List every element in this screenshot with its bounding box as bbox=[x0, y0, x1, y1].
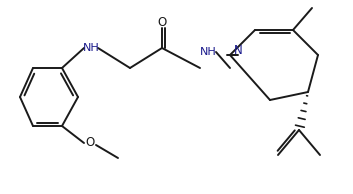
Text: NH: NH bbox=[83, 43, 100, 53]
Text: O: O bbox=[85, 137, 95, 150]
Text: N: N bbox=[234, 43, 243, 56]
Text: O: O bbox=[157, 16, 167, 29]
Text: NH: NH bbox=[200, 47, 216, 57]
